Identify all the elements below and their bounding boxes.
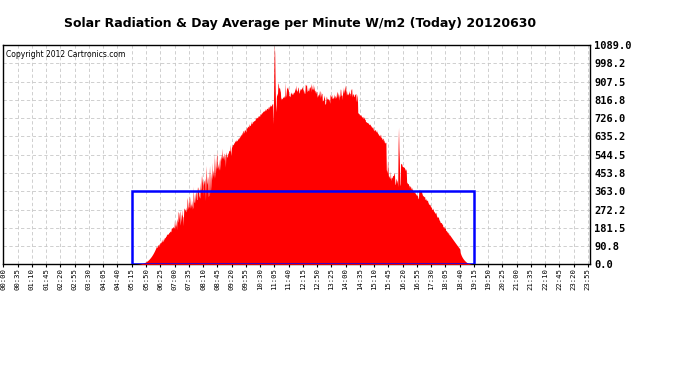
Text: Copyright 2012 Cartronics.com: Copyright 2012 Cartronics.com: [6, 51, 126, 60]
Text: Solar Radiation & Day Average per Minute W/m2 (Today) 20120630: Solar Radiation & Day Average per Minute…: [64, 17, 536, 30]
Bar: [132, 191, 474, 264]
